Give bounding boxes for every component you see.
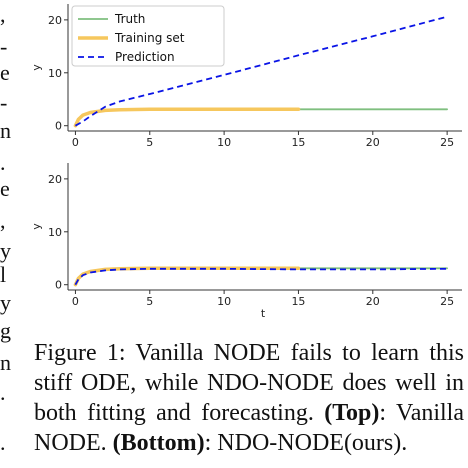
margin-fragment: ,: [0, 208, 6, 233]
x-tick-label: 0: [72, 295, 79, 308]
x-tick-label: 20: [366, 295, 380, 308]
x-tick-label: 5: [146, 295, 153, 308]
margin-fragment: e: [0, 176, 10, 201]
margin-fragment: n: [0, 350, 11, 375]
legend-label-prediction: Prediction: [115, 50, 175, 64]
x-tick-label: 20: [366, 136, 380, 149]
legend-box: [71, 5, 225, 67]
caption-text-3: : NDO-NODE(ours).: [204, 430, 408, 456]
margin-fragment: y: [0, 290, 11, 315]
margin-fragment: e: [0, 60, 10, 85]
margin-fragment: g: [0, 318, 11, 343]
margin-fragment: l: [0, 262, 7, 287]
margin-fragment: -: [0, 34, 8, 59]
caption-text-2: : Vanilla NODE.: [34, 400, 464, 456]
legend-label-training: Training set: [114, 31, 185, 45]
margin-fragment: .: [0, 380, 6, 405]
x-tick-label: 5: [146, 136, 153, 149]
y-axis-label: y: [30, 223, 43, 230]
x-tick-label: 0: [72, 136, 79, 149]
margin-fragment: n: [0, 118, 11, 143]
x-tick-label: 10: [217, 136, 231, 149]
figure-caption: Figure 1: Vanilla NODE fails to learn th…: [34, 338, 464, 458]
x-axis-label: t: [261, 307, 266, 320]
series-line-truth: [74, 267, 449, 286]
y-tick-label: 10: [48, 226, 62, 239]
y-tick-label: 0: [55, 120, 62, 133]
figure-canvas: 0 5 10 15 20 25 0 10 20 y Truth Training set Predict…: [30, 4, 462, 320]
margin-fragment: -: [0, 90, 8, 115]
x-tick-label: 15: [291, 136, 305, 149]
y-tick-label: 10: [48, 67, 62, 80]
series-line-truth: [74, 108, 449, 127]
legend-label-truth: Truth: [114, 12, 145, 26]
y-tick-label: 20: [48, 173, 62, 186]
y-tick-label: 0: [55, 279, 62, 292]
margin-fragment: y: [0, 238, 11, 263]
caption-text-1: Vanilla NODE fails to learn this stiff O…: [34, 340, 464, 426]
series-line-training: [73, 107, 301, 128]
margin-fragment: .: [0, 430, 6, 455]
x-tick-label: 25: [440, 136, 454, 149]
x-tick-label: 25: [440, 295, 454, 308]
caption-bottom-label: (Bottom): [112, 430, 205, 456]
margin-fragment: ,: [0, 2, 6, 27]
caption-top-label: (Top): [324, 400, 380, 426]
x-tick-label: 15: [291, 295, 305, 308]
series-line-prediction: [74, 15, 448, 127]
series-line-training: [73, 266, 301, 287]
margin-fragment: .: [0, 150, 6, 175]
x-tick-label: 10: [217, 295, 231, 308]
y-axis-label: y: [30, 64, 43, 71]
caption-figure-label: Figure 1:: [34, 340, 126, 366]
y-tick-label: 20: [48, 14, 62, 27]
series-line-prediction: [74, 267, 448, 286]
